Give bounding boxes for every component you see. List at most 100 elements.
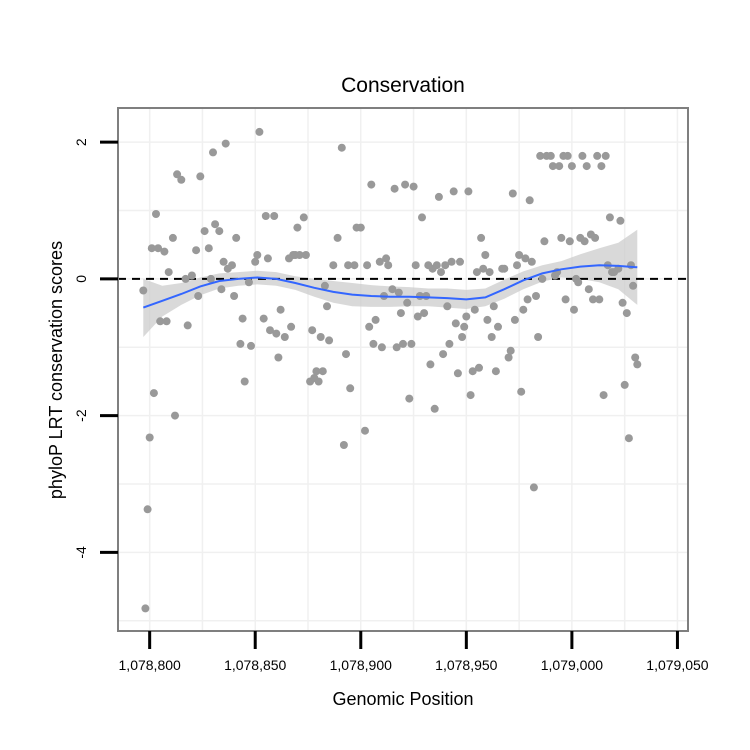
data-point xyxy=(494,322,502,331)
data-point xyxy=(527,257,536,266)
grid-lines xyxy=(118,108,688,631)
data-point xyxy=(371,315,380,324)
data-point xyxy=(464,187,473,196)
data-point xyxy=(154,244,163,253)
data-point xyxy=(259,314,268,323)
data-point xyxy=(363,261,372,270)
x-tick-label: 1,078,900 xyxy=(330,657,392,673)
data-point xyxy=(266,326,274,335)
data-point xyxy=(164,268,173,277)
smooth-curve xyxy=(142,264,638,309)
data-point xyxy=(597,162,606,171)
data-point xyxy=(399,339,407,348)
data-point xyxy=(599,391,608,400)
data-point xyxy=(540,237,549,246)
data-point xyxy=(253,251,262,259)
data-point xyxy=(177,175,186,184)
data-point xyxy=(232,233,241,242)
data-point xyxy=(557,233,566,242)
data-point xyxy=(293,223,302,232)
data-point xyxy=(194,292,203,300)
data-point xyxy=(270,212,279,220)
data-point xyxy=(143,505,152,514)
data-point xyxy=(451,319,460,328)
data-point xyxy=(472,268,481,277)
data-point xyxy=(622,309,631,318)
data-point xyxy=(441,261,450,270)
data-point xyxy=(255,127,264,136)
x-axis-label: Genomic Position xyxy=(332,689,473,709)
data-point xyxy=(200,227,209,236)
data-point xyxy=(489,302,498,311)
axes: 1,078,800 1,078,850 1,078,900 1,078,950 1,07… xyxy=(73,138,709,673)
data-point xyxy=(333,233,342,242)
data-point xyxy=(344,261,353,270)
data-point xyxy=(546,151,555,160)
data-point xyxy=(183,321,192,330)
data-point xyxy=(221,139,230,148)
data-point xyxy=(173,170,182,179)
data-point xyxy=(631,353,640,362)
data-point xyxy=(565,237,574,246)
data-point xyxy=(329,261,338,270)
data-point xyxy=(299,213,308,222)
y-tick-label: -4 xyxy=(73,546,89,559)
data-point xyxy=(251,257,260,266)
data-point xyxy=(504,353,513,362)
data-point xyxy=(295,251,304,259)
data-point xyxy=(513,261,521,270)
data-point xyxy=(529,483,538,492)
data-point xyxy=(171,411,179,420)
plot-background xyxy=(118,108,688,631)
data-point xyxy=(589,295,597,304)
data-point xyxy=(407,339,416,348)
data-point xyxy=(491,367,500,376)
confidence-ribbon xyxy=(143,229,638,337)
data-point xyxy=(517,387,526,396)
data-point xyxy=(449,187,458,196)
data-point xyxy=(413,312,422,321)
data-point xyxy=(230,292,239,300)
data-point xyxy=(468,367,477,376)
data-point xyxy=(287,322,296,331)
data-point xyxy=(247,341,255,350)
data-point xyxy=(578,151,587,160)
data-point xyxy=(361,426,369,435)
data-point xyxy=(162,317,171,326)
data-point xyxy=(356,223,365,232)
data-point xyxy=(633,360,642,369)
data-point xyxy=(477,233,486,242)
y-tick-label: -2 xyxy=(73,409,89,422)
data-point xyxy=(147,244,156,253)
data-point xyxy=(453,369,462,378)
data-point xyxy=(236,339,245,348)
data-point xyxy=(350,261,359,270)
data-point xyxy=(211,220,220,229)
x-tick-label: 1,078,850 xyxy=(224,657,286,673)
smooth-line xyxy=(142,264,638,309)
data-point xyxy=(228,261,236,270)
data-point xyxy=(437,268,445,277)
data-point xyxy=(616,216,625,225)
chart-title: Conservation xyxy=(341,74,465,97)
data-point xyxy=(538,274,547,283)
data-point xyxy=(301,251,310,259)
panel-fill xyxy=(118,108,688,631)
data-point xyxy=(192,246,201,255)
data-point xyxy=(204,244,213,253)
data-point xyxy=(263,254,272,263)
data-point xyxy=(487,333,496,341)
data-point xyxy=(629,281,638,290)
data-point xyxy=(382,254,391,263)
data-point xyxy=(536,151,545,160)
x-tick-label: 1,079,000 xyxy=(541,657,603,673)
data-point xyxy=(470,305,479,314)
data-point xyxy=(401,180,410,189)
data-point xyxy=(314,377,323,386)
data-point xyxy=(280,333,289,341)
data-point xyxy=(316,333,325,341)
data-point xyxy=(434,192,443,201)
data-point xyxy=(534,333,543,341)
data-point xyxy=(217,285,226,294)
data-point xyxy=(432,261,441,270)
